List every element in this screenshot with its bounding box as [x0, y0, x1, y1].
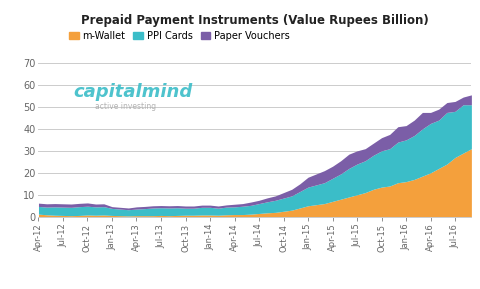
Title: Prepaid Payment Instruments (Value Rupees Billion): Prepaid Payment Instruments (Value Rupee… — [81, 14, 428, 27]
Text: capitalmind: capitalmind — [73, 83, 192, 101]
Legend: m-Wallet, PPI Cards, Paper Vouchers: m-Wallet, PPI Cards, Paper Vouchers — [65, 27, 293, 45]
Text: active investing: active investing — [95, 102, 156, 111]
